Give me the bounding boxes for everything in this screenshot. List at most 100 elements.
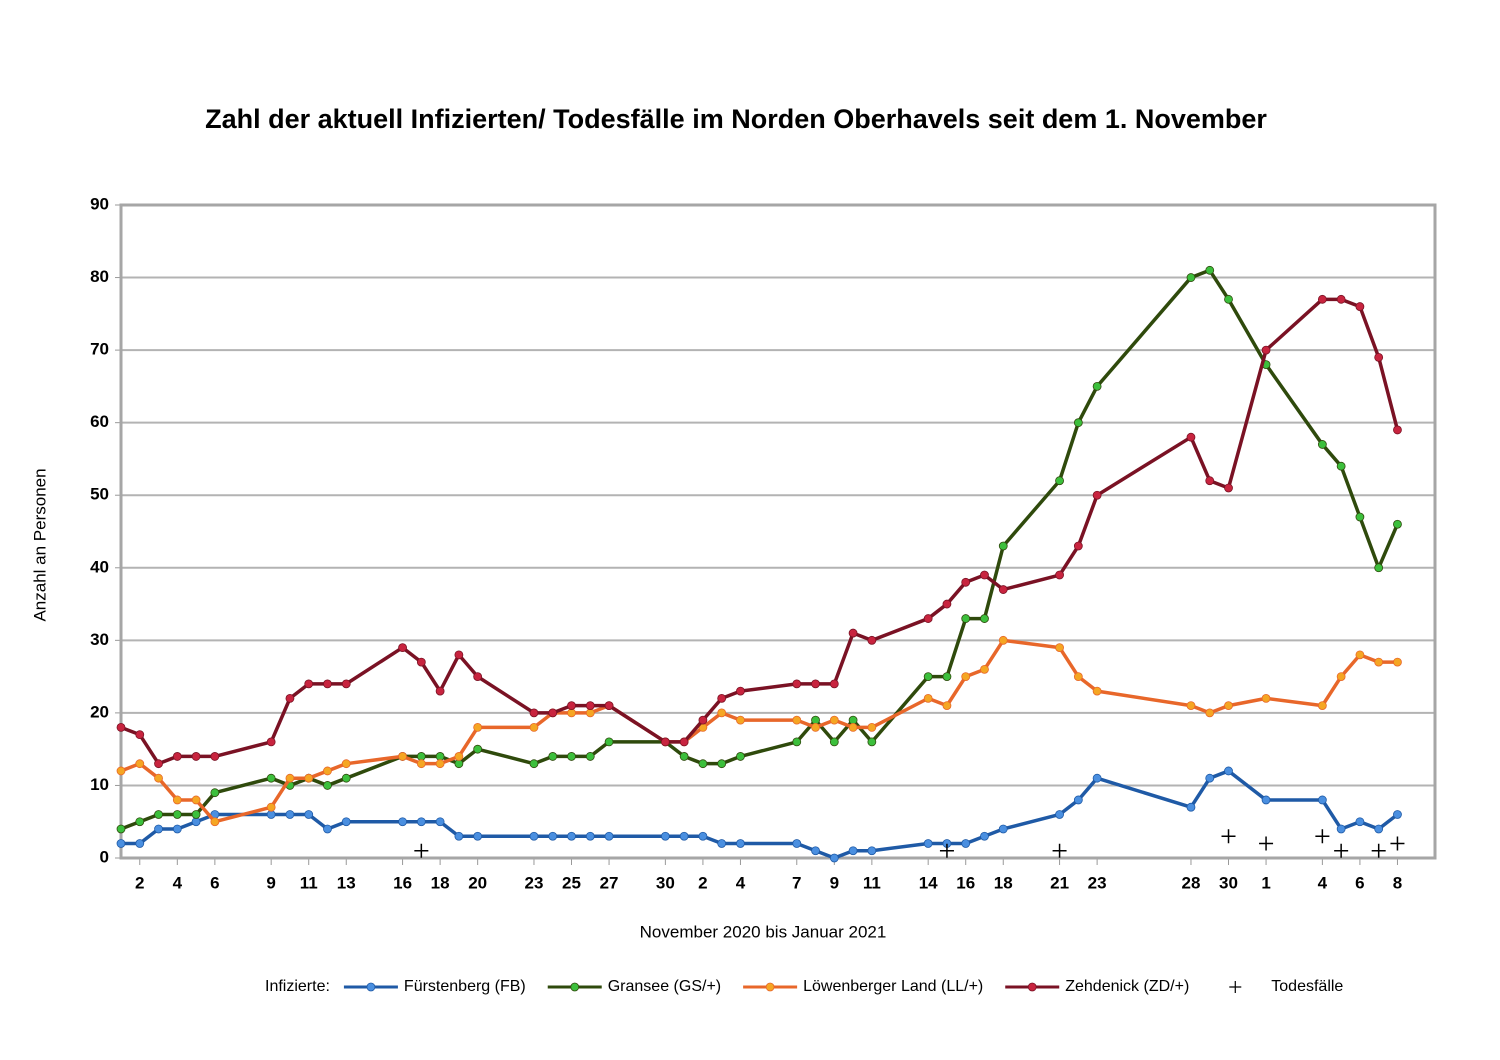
point-marker — [1186, 701, 1196, 711]
point-marker — [792, 679, 802, 689]
point-marker — [285, 693, 295, 703]
point-marker — [717, 708, 727, 718]
y-tick-label: 50 — [90, 485, 109, 504]
point-marker — [304, 810, 314, 819]
point-marker — [567, 831, 576, 841]
x-tick-label: 9 — [830, 873, 839, 892]
x-tick-label: 4 — [1318, 873, 1328, 892]
point-marker — [1355, 817, 1365, 827]
x-axis-label: November 2020 bis Januar 2021 — [640, 922, 887, 941]
x-tick-label: 21 — [1050, 873, 1069, 892]
x-tick-label: 16 — [956, 873, 975, 892]
x-tick-label: 14 — [919, 873, 938, 892]
point-marker — [811, 715, 820, 725]
point-marker — [736, 839, 745, 848]
point-marker — [1186, 432, 1196, 442]
point-marker — [266, 810, 276, 819]
point-marker — [980, 570, 989, 580]
point-marker — [529, 708, 539, 718]
point-marker — [792, 839, 802, 848]
point-marker — [998, 585, 1008, 594]
legend-label: Zehdenick (ZD/+) — [1065, 978, 1189, 995]
point-marker — [1355, 512, 1365, 522]
point-marker — [266, 773, 276, 783]
point-marker — [980, 614, 989, 623]
point-marker — [867, 737, 877, 747]
point-marker — [548, 752, 558, 761]
point-marker — [1374, 657, 1384, 667]
point-marker — [1205, 708, 1215, 718]
y-tick-label: 40 — [90, 557, 109, 576]
point-marker — [172, 824, 182, 834]
point-marker — [435, 686, 445, 696]
point-marker — [1224, 294, 1233, 304]
point-marker — [191, 817, 201, 827]
chart-title: Zahl der aktuell Infizierten/ Todesfälle… — [205, 104, 1267, 134]
point-marker — [848, 723, 858, 732]
y-tick-label: 30 — [90, 630, 109, 649]
legend-label: Gransee (GS/+) — [608, 978, 721, 995]
point-marker — [1224, 701, 1233, 711]
point-marker — [341, 759, 351, 769]
plot-area — [121, 205, 1435, 858]
point-marker — [135, 817, 145, 827]
point-marker — [1092, 686, 1102, 696]
legend-marker — [1027, 982, 1037, 992]
point-marker — [1374, 824, 1384, 834]
death-marker — [1259, 836, 1274, 851]
point-marker — [923, 672, 933, 682]
x-tick-label: 25 — [562, 873, 581, 892]
point-marker — [341, 817, 351, 827]
point-marker — [961, 614, 971, 623]
point-marker — [848, 846, 858, 856]
point-marker — [585, 701, 595, 711]
point-marker — [548, 708, 558, 718]
point-marker — [416, 817, 426, 827]
point-marker — [1092, 490, 1102, 500]
x-tick-label: 4 — [736, 873, 746, 892]
point-marker — [1073, 541, 1083, 551]
point-marker — [698, 831, 708, 841]
point-marker — [135, 759, 145, 769]
point-marker — [679, 752, 689, 761]
point-marker — [1055, 810, 1064, 819]
point-marker — [473, 744, 483, 754]
point-marker — [829, 715, 839, 725]
point-marker — [567, 708, 576, 718]
point-marker — [998, 541, 1008, 551]
y-tick-label: 0 — [100, 847, 109, 866]
point-marker — [1205, 265, 1215, 275]
point-marker — [154, 810, 163, 819]
point-marker — [1374, 563, 1384, 573]
point-marker — [454, 831, 464, 841]
point-marker — [867, 723, 877, 732]
point-marker — [416, 759, 426, 769]
point-marker — [304, 773, 314, 783]
y-tick-label: 90 — [90, 194, 109, 213]
series — [414, 829, 1405, 858]
point-marker — [473, 672, 483, 682]
point-marker — [1224, 483, 1233, 493]
point-marker — [398, 817, 407, 827]
legend-label: Todesfälle — [1271, 978, 1343, 995]
point-marker — [341, 773, 351, 783]
series — [116, 766, 1402, 863]
point-marker — [529, 759, 539, 769]
point-marker — [585, 708, 595, 718]
x-tick-label: 27 — [600, 873, 619, 892]
point-marker — [567, 752, 576, 761]
point-marker — [829, 853, 839, 863]
legend-symbol — [1229, 981, 1242, 993]
point-marker — [942, 672, 952, 682]
legend-marker — [570, 982, 580, 992]
point-marker — [829, 737, 839, 747]
point-marker — [172, 752, 182, 761]
point-marker — [1317, 701, 1327, 711]
point-marker — [135, 730, 145, 740]
y-tick-label: 60 — [90, 412, 109, 431]
point-marker — [811, 846, 820, 856]
point-marker — [323, 679, 332, 689]
point-marker — [1092, 381, 1102, 391]
point-marker — [1355, 650, 1365, 660]
x-tick-label: 13 — [337, 873, 356, 892]
